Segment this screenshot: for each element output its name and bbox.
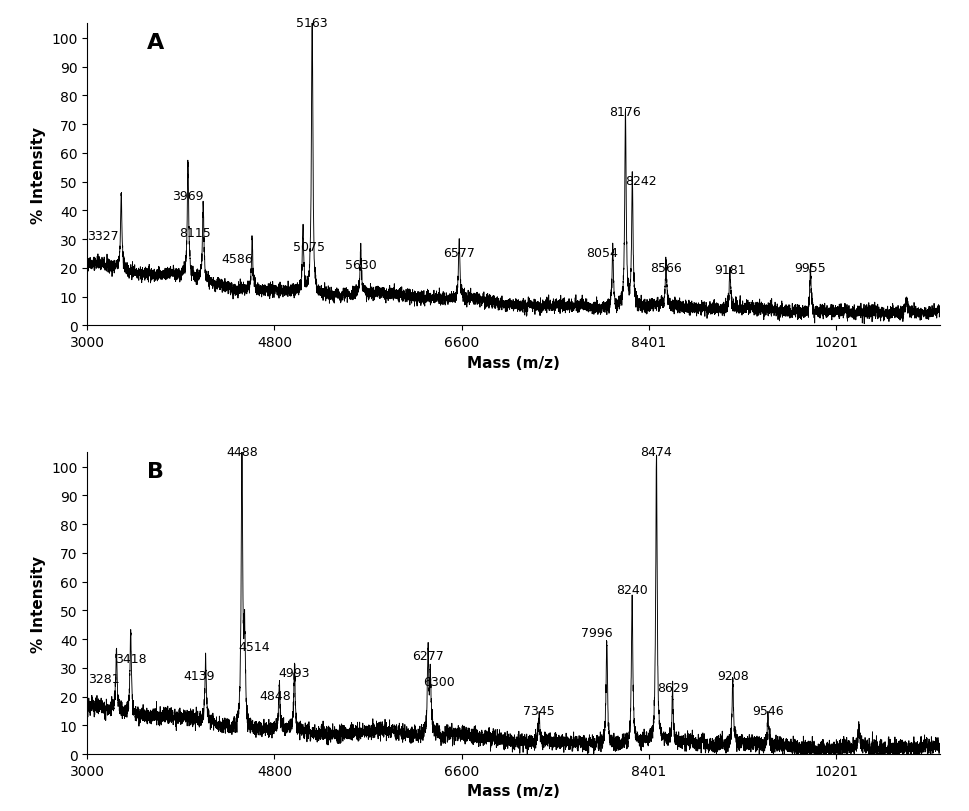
- Y-axis label: % Intensity: % Intensity: [31, 127, 46, 224]
- Text: 3327: 3327: [86, 230, 118, 242]
- Text: 8176: 8176: [610, 106, 641, 119]
- X-axis label: Mass (m/z): Mass (m/z): [467, 783, 560, 799]
- Text: 3281: 3281: [88, 672, 120, 685]
- Text: 8242: 8242: [625, 175, 656, 188]
- Text: 8629: 8629: [657, 681, 688, 694]
- Text: 4993: 4993: [279, 667, 310, 680]
- Text: 3969: 3969: [172, 190, 203, 203]
- Text: 7996: 7996: [580, 626, 612, 639]
- Text: 5630: 5630: [345, 259, 377, 272]
- Text: B: B: [147, 461, 164, 482]
- Text: 9955: 9955: [795, 261, 827, 274]
- Text: 8054: 8054: [586, 247, 618, 260]
- Text: 7345: 7345: [523, 704, 555, 717]
- Text: 5075: 5075: [294, 241, 326, 254]
- Text: 8474: 8474: [641, 445, 672, 458]
- Text: A: A: [147, 33, 164, 54]
- Y-axis label: % Intensity: % Intensity: [31, 555, 46, 652]
- Text: 6577: 6577: [443, 247, 475, 260]
- Text: 6300: 6300: [422, 676, 454, 689]
- Text: 8566: 8566: [650, 261, 682, 274]
- Text: 4514: 4514: [238, 641, 269, 654]
- Text: 9546: 9546: [752, 704, 784, 717]
- Text: 4848: 4848: [260, 689, 291, 702]
- Text: 9208: 9208: [717, 669, 749, 682]
- Text: 5163: 5163: [297, 17, 328, 30]
- Text: 6277: 6277: [412, 650, 444, 663]
- Text: 9181: 9181: [714, 264, 746, 277]
- X-axis label: Mass (m/z): Mass (m/z): [467, 355, 560, 370]
- Text: 4488: 4488: [226, 445, 258, 458]
- Text: 8115: 8115: [179, 227, 210, 240]
- Text: 4139: 4139: [184, 669, 215, 682]
- Text: 4586: 4586: [222, 253, 254, 266]
- Text: 8240: 8240: [616, 583, 648, 596]
- Text: 3418: 3418: [115, 652, 146, 665]
